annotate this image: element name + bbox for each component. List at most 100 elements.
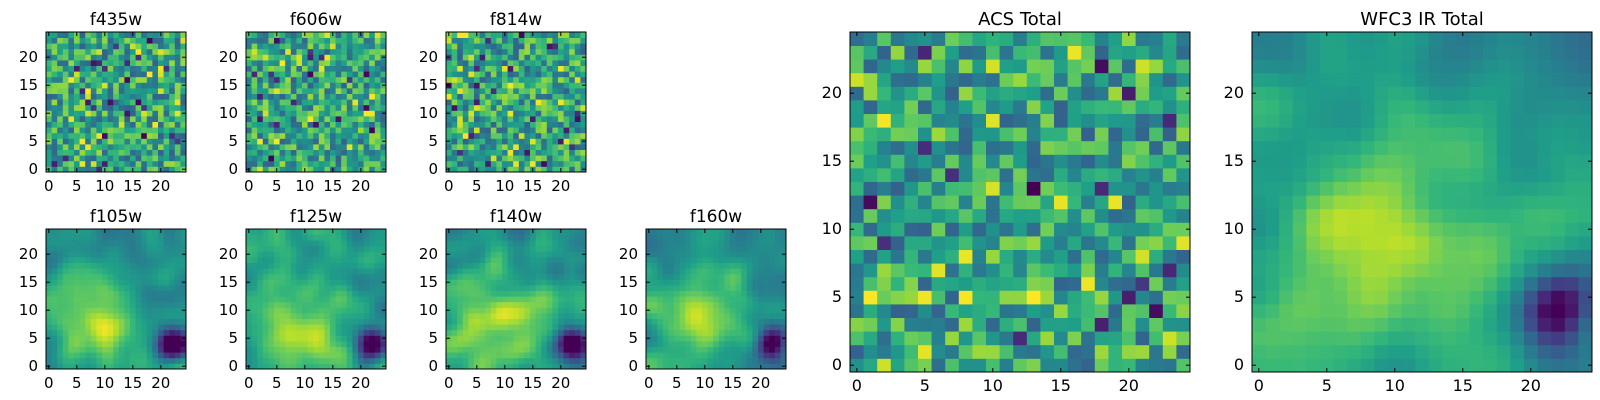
heatmap-cell	[130, 71, 136, 78]
heatmap-cell	[558, 43, 564, 50]
heatmap-cell	[518, 110, 525, 117]
heatmap-cell	[313, 37, 320, 44]
heatmap-cell	[999, 181, 1014, 196]
heatmap-cell	[945, 344, 960, 359]
heatmap-cell	[51, 279, 58, 286]
heatmap-cell	[552, 166, 559, 173]
heatmap-cell	[62, 116, 69, 122]
heatmap-cell	[713, 229, 720, 235]
heatmap-cell	[558, 341, 564, 347]
heatmap-cell	[79, 301, 86, 308]
heatmap-cell	[904, 276, 919, 291]
heatmap-cell	[518, 104, 525, 111]
heatmap-cell	[496, 104, 503, 111]
heatmap-cell	[574, 93, 581, 100]
heatmap-cell	[474, 329, 480, 336]
heatmap-cell	[552, 268, 559, 275]
heatmap-cell	[462, 273, 469, 280]
heatmap-cell	[124, 279, 131, 286]
heatmap-cell	[335, 144, 342, 150]
heatmap-cell	[113, 144, 120, 150]
heatmap-cell	[158, 93, 164, 100]
heatmap-cell	[490, 121, 497, 128]
heatmap-cell	[96, 149, 103, 156]
heatmap-cell	[741, 245, 748, 252]
heatmap-cell	[318, 71, 325, 78]
heatmap-cell	[51, 329, 58, 336]
heatmap-cell	[558, 357, 564, 364]
heatmap-cell	[569, 341, 576, 347]
heatmap-cell	[130, 262, 136, 269]
heatmap-cell	[262, 110, 269, 117]
heatmap-cell	[718, 335, 725, 342]
heatmap-cell	[890, 236, 905, 250]
heatmap-cell	[285, 99, 292, 106]
heatmap-cell	[335, 296, 342, 303]
heatmap-cell	[79, 318, 86, 325]
heatmap-cell	[546, 251, 553, 258]
heatmap-cell	[850, 195, 864, 210]
heatmap-cell	[318, 127, 325, 134]
heatmap-cell	[718, 245, 725, 252]
heatmap-cell	[541, 262, 548, 269]
y-tick-label: 15	[19, 76, 38, 94]
heatmap-cell	[457, 132, 464, 139]
heatmap-cell	[958, 168, 973, 182]
heatmap-cell	[363, 32, 370, 38]
heatmap-cell	[546, 155, 553, 162]
heatmap-cell	[446, 268, 452, 275]
heatmap-cell	[79, 60, 86, 66]
heatmap-cell	[307, 160, 314, 167]
heatmap-cell	[580, 352, 587, 359]
heatmap-cell	[118, 32, 125, 38]
heatmap-cell	[535, 48, 542, 55]
heatmap-cell	[513, 329, 520, 336]
heatmap-cell	[124, 285, 131, 291]
heatmap-cell	[1176, 181, 1191, 196]
heatmap-cell	[569, 257, 576, 263]
heatmap-cell	[474, 155, 480, 162]
heatmap-cell	[279, 251, 286, 258]
heatmap-cell	[146, 144, 153, 150]
heatmap-cell	[446, 88, 452, 94]
heatmap-cell	[352, 149, 359, 156]
heatmap-cell	[307, 335, 314, 342]
heatmap-cell	[285, 324, 292, 331]
heatmap-cell	[279, 71, 286, 78]
heatmap-cell	[530, 37, 536, 44]
heatmap-cell	[374, 234, 381, 241]
heatmap-cell	[1081, 208, 1096, 223]
heatmap-cell	[369, 76, 376, 83]
heatmap-cell	[468, 60, 475, 66]
heatmap-cell	[268, 37, 275, 44]
heatmap-cell	[513, 229, 520, 235]
heatmap-cell	[558, 352, 564, 359]
heatmap-cell	[146, 245, 153, 252]
heatmap-cell	[485, 307, 492, 314]
heatmap-cell	[490, 104, 497, 111]
x-tick-label: 10	[295, 374, 314, 392]
heatmap-cell	[279, 234, 286, 241]
heatmap-cell	[374, 65, 381, 72]
heatmap-cell	[735, 245, 742, 252]
heatmap-cell	[96, 155, 103, 162]
heatmap-cell	[302, 43, 308, 50]
heatmap-cell	[279, 363, 286, 370]
heatmap-cell	[1149, 195, 1164, 210]
heatmap-cell	[485, 82, 492, 89]
heatmap-cell	[358, 296, 364, 303]
heatmap-cell	[552, 54, 559, 61]
heatmap-cell	[479, 60, 486, 66]
heatmap-cell	[569, 32, 576, 38]
heatmap-cell	[563, 160, 570, 167]
heatmap-cell	[246, 144, 252, 150]
heatmap-cell	[490, 234, 497, 241]
heatmap-cell	[318, 262, 325, 269]
heatmap-cell	[972, 168, 987, 182]
heatmap-cell	[330, 290, 336, 297]
heatmap-cell	[369, 313, 376, 319]
heatmap-cell	[174, 335, 181, 342]
heatmap-cell	[152, 116, 159, 122]
heatmap-cell	[718, 268, 725, 275]
heatmap-cell	[374, 346, 381, 353]
